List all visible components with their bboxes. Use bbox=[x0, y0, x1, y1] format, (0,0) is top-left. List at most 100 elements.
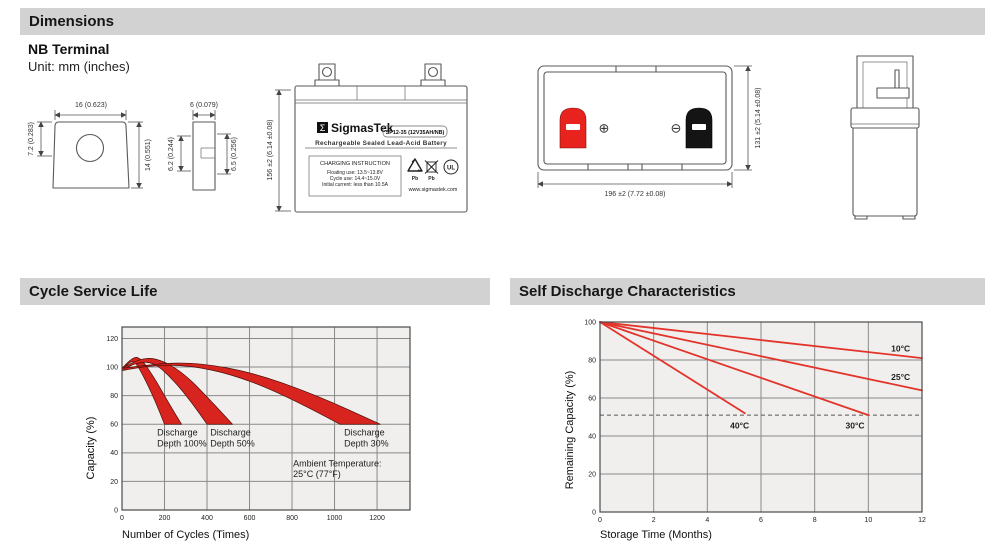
section-header-dimensions: Dimensions bbox=[20, 8, 985, 35]
terminal-hole bbox=[75, 133, 105, 163]
temperature-line-10°C bbox=[599, 321, 923, 359]
x-tick-label: 1200 bbox=[369, 515, 385, 522]
cycle-title: Cycle Service Life bbox=[29, 283, 158, 300]
y-tick-label: 40 bbox=[110, 450, 118, 457]
x-tick-label: 12 bbox=[918, 517, 926, 524]
minus-terminal-symbol: ⊖ bbox=[671, 121, 682, 136]
y-tick-label: 100 bbox=[584, 319, 596, 326]
terminal-detail-drawing: 16 (0.623) 7.2 (0.283) 14 (0.551) 6 (0.0… bbox=[28, 102, 238, 191]
battery-case bbox=[294, 85, 468, 213]
chart-annotation: Discharge bbox=[210, 428, 251, 438]
dimensions-title: Dimensions bbox=[29, 13, 115, 30]
x-tick-label: 600 bbox=[244, 515, 256, 522]
x-tick-label: 4 bbox=[705, 517, 709, 524]
x-tick-label: 10 bbox=[864, 517, 872, 524]
y-tick-label: 60 bbox=[588, 395, 596, 402]
battery-terminal-right bbox=[420, 63, 446, 87]
temperature-label: 25°C bbox=[891, 372, 910, 382]
y-tick-label: 0 bbox=[592, 509, 596, 516]
dim-battery-length: 196 ±2 (7.72 ±0.08) bbox=[604, 191, 665, 198]
recycle-pb-icon: Pb bbox=[407, 158, 423, 182]
y-tick-label: 80 bbox=[588, 357, 596, 364]
website-url: www.sigmastek.com bbox=[408, 187, 458, 193]
temperature-label: 40°C bbox=[730, 420, 749, 430]
temperature-line-40°C bbox=[599, 321, 746, 415]
chart-annotation: Discharge bbox=[344, 428, 385, 438]
discharge-title: Self Discharge Characteristics bbox=[519, 283, 736, 300]
crossed-bin-pb-icon: Pb bbox=[424, 160, 439, 182]
x-tick-label: 400 bbox=[201, 515, 213, 522]
chart-annotation: Discharge bbox=[157, 428, 198, 438]
battery-type-line: Rechargeable Sealed Lead-Acid Battery bbox=[315, 140, 447, 147]
discharge-y-axis-title: Remaining Capacity (%) bbox=[564, 371, 576, 490]
svg-text:UL: UL bbox=[447, 166, 455, 172]
temperature-line-25°C bbox=[599, 321, 923, 392]
cycle-y-axis-title: Capacity (%) bbox=[85, 417, 97, 480]
brand-name: SigmasTek bbox=[331, 121, 394, 135]
battery-top-view-drawing: ⊕ ⊖ 196 ±2 (7.72 ±0.08) 131 ±2 (5.14 ±0.… bbox=[537, 65, 762, 198]
dim-terminal-inner: 6.2 (0.244) bbox=[168, 137, 175, 171]
side-collar bbox=[850, 107, 920, 129]
y-tick-label: 60 bbox=[110, 422, 118, 429]
side-body bbox=[852, 127, 918, 217]
x-tick-label: 0 bbox=[598, 517, 602, 524]
y-tick-label: 0 bbox=[114, 507, 118, 514]
x-tick-label: 2 bbox=[652, 517, 656, 524]
svg-text:Pb: Pb bbox=[412, 176, 418, 182]
discharge-depth-band bbox=[121, 358, 233, 425]
unit-note: Unit: mm (inches) bbox=[28, 59, 130, 74]
brand-logo-icon bbox=[317, 122, 328, 133]
charging-title: CHARGING INSTRUCTION bbox=[320, 161, 390, 167]
chart-annotation: Depth 100% bbox=[157, 438, 207, 448]
svg-text:Pb: Pb bbox=[428, 176, 434, 182]
charging-line-3: Initial current: less than 10.5A bbox=[322, 182, 389, 188]
discharge-x-axis-title: Storage Time (Months) bbox=[600, 529, 712, 541]
discharge-depth-band bbox=[121, 357, 182, 425]
x-tick-label: 6 bbox=[759, 517, 763, 524]
section-header-self-discharge: Self Discharge Characteristics bbox=[510, 278, 985, 305]
model-number: SP12-35 (12V35AH/NB) bbox=[386, 130, 445, 136]
chart-annotation: 25°C (77°F) bbox=[293, 469, 341, 479]
dim-terminal-width: 16 (0.623) bbox=[75, 102, 107, 109]
dim-battery-height: 156 ±2 (6.14 ±0.08) bbox=[267, 119, 274, 180]
dim-terminal-top: 7.2 (0.283) bbox=[28, 122, 35, 156]
y-tick-label: 100 bbox=[106, 364, 118, 371]
x-tick-label: 1000 bbox=[327, 515, 343, 522]
side-terminal-housing bbox=[856, 55, 914, 109]
terminal-side-view: 6 (0.079) 6.2 (0.244) 6.5 (0.256) bbox=[168, 102, 238, 191]
charging-instruction-box bbox=[308, 155, 402, 197]
chart-annotation: Depth 30% bbox=[344, 438, 389, 448]
section-header-cycle-service-life: Cycle Service Life bbox=[20, 278, 490, 305]
cycle-service-life-chart: 0 200 400 600 800 1000 1200 0 20 40 60 80 100 120 Disc… bbox=[85, 326, 411, 541]
x-tick-label: 8 bbox=[813, 517, 817, 524]
ul-mark-icon: UL bbox=[443, 159, 459, 175]
battery-terminal-left bbox=[314, 63, 340, 87]
y-tick-label: 120 bbox=[106, 336, 118, 343]
discharge-depth-band bbox=[121, 362, 381, 425]
chart-annotation: Ambient Temperature: bbox=[293, 458, 381, 468]
dim-terminal-height: 14 (0.551) bbox=[145, 139, 152, 171]
brand-logo-glyph: Σ bbox=[320, 123, 326, 133]
battery-label: Σ SigmasTek SP12-35 (12V35AH/NB) Recharg… bbox=[305, 121, 459, 197]
charging-line-1: Floating use: 13.5~13.8V bbox=[327, 170, 383, 176]
temperature-label: 30°C bbox=[846, 420, 865, 430]
y-tick-label: 80 bbox=[110, 393, 118, 400]
dim-terminal-outer: 6.5 (0.256) bbox=[231, 137, 238, 171]
chart-annotation: Depth 50% bbox=[210, 438, 255, 448]
y-tick-label: 20 bbox=[110, 479, 118, 486]
dim-battery-width: 131 ±2 (5.14 ±0.08) bbox=[755, 87, 762, 148]
x-tick-label: 800 bbox=[286, 515, 298, 522]
terminal-front-view: 16 (0.623) 7.2 (0.283) 14 (0.551) bbox=[28, 102, 152, 189]
y-tick-label: 40 bbox=[588, 433, 596, 440]
dim-terminal-side-width: 6 (0.079) bbox=[190, 102, 218, 109]
y-tick-label: 20 bbox=[588, 471, 596, 478]
nb-terminal-subtitle: NB Terminal bbox=[28, 41, 110, 57]
plus-terminal-symbol: ⊕ bbox=[599, 121, 610, 136]
x-tick-label: 200 bbox=[159, 515, 171, 522]
x-tick-label: 0 bbox=[120, 515, 124, 522]
temperature-line-30°C bbox=[599, 321, 870, 416]
cycle-x-axis-title: Number of Cycles (Times) bbox=[122, 529, 249, 541]
self-discharge-chart: 0 2 4 6 8 10 12 0 20 40 60 80 100 10°C 25°C 30°C 40°C Sto… bbox=[564, 319, 926, 541]
temperature-label: 10°C bbox=[891, 343, 910, 353]
charging-line-2: Cycle use: 14.4~15.0V bbox=[330, 176, 381, 182]
